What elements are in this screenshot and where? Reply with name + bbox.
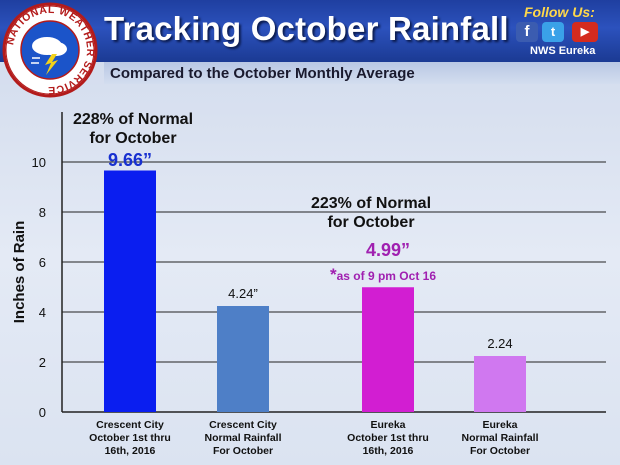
- subtitle-bar: [104, 62, 620, 84]
- x-tick-label: Crescent City: [209, 419, 277, 431]
- office-label: NWS Eureka: [530, 45, 596, 57]
- y-tick-label: 10: [32, 155, 46, 170]
- x-tick-label: October 1st thru: [347, 432, 429, 444]
- cc-percent-line1: 228% of Normal: [72, 111, 194, 128]
- eureka-percent-annotation: 223% of Normal for October: [296, 194, 446, 232]
- page-subtitle: Compared to the October Monthly Average: [110, 65, 415, 82]
- bar: [217, 306, 269, 412]
- page-title: Tracking October Rainfall: [104, 10, 509, 47]
- x-tick-label: 16th, 2016: [363, 445, 414, 457]
- y-tick-label: 6: [39, 255, 46, 270]
- x-tick-label: October 1st thru: [89, 432, 171, 444]
- bar-value-label: 4.99”: [366, 240, 410, 260]
- bar: [474, 356, 526, 412]
- y-tick-label: 8: [39, 205, 46, 220]
- nws-logo-icon: NATIONAL WEATHER SERVICE: [2, 2, 98, 98]
- x-tick-label: Eureka: [482, 419, 517, 431]
- x-tick-label: Eureka: [370, 419, 405, 431]
- bar-value-label: 9.66”: [108, 150, 152, 170]
- eureka-percent-line2: for October: [327, 214, 415, 231]
- x-tick-label: Normal Rainfall: [461, 432, 538, 444]
- asof-asterisk: *: [330, 265, 337, 284]
- bar-value-label: 2.24: [487, 336, 512, 351]
- x-tick-label: Crescent City: [96, 419, 164, 431]
- x-tick-label: Normal Rainfall: [204, 432, 281, 444]
- cc-percent-annotation: 228% of Normal for October: [58, 110, 208, 148]
- bar: [362, 287, 414, 412]
- bar: [104, 170, 156, 412]
- follow-us-label: Follow Us:: [524, 4, 595, 20]
- eureka-percent-line1: 223% of Normal: [310, 195, 432, 212]
- bar-value-label: 4.24”: [228, 286, 258, 301]
- twitter-icon[interactable]: t: [542, 22, 564, 42]
- x-tick-label: For October: [470, 445, 530, 457]
- x-tick-label: For October: [213, 445, 273, 457]
- facebook-icon[interactable]: f: [516, 22, 538, 42]
- youtube-icon[interactable]: ▶: [572, 22, 598, 42]
- y-axis-label: Inches of Rain: [11, 221, 28, 324]
- y-tick-label: 4: [39, 305, 46, 320]
- eureka-asof-note: *as of 9 pm Oct 16: [330, 265, 470, 286]
- y-tick-label: 2: [39, 355, 46, 370]
- cc-percent-line2: for October: [89, 130, 177, 147]
- asof-text: as of 9 pm Oct 16: [336, 269, 436, 283]
- x-tick-label: 16th, 2016: [105, 445, 156, 457]
- y-tick-label: 0: [39, 405, 46, 420]
